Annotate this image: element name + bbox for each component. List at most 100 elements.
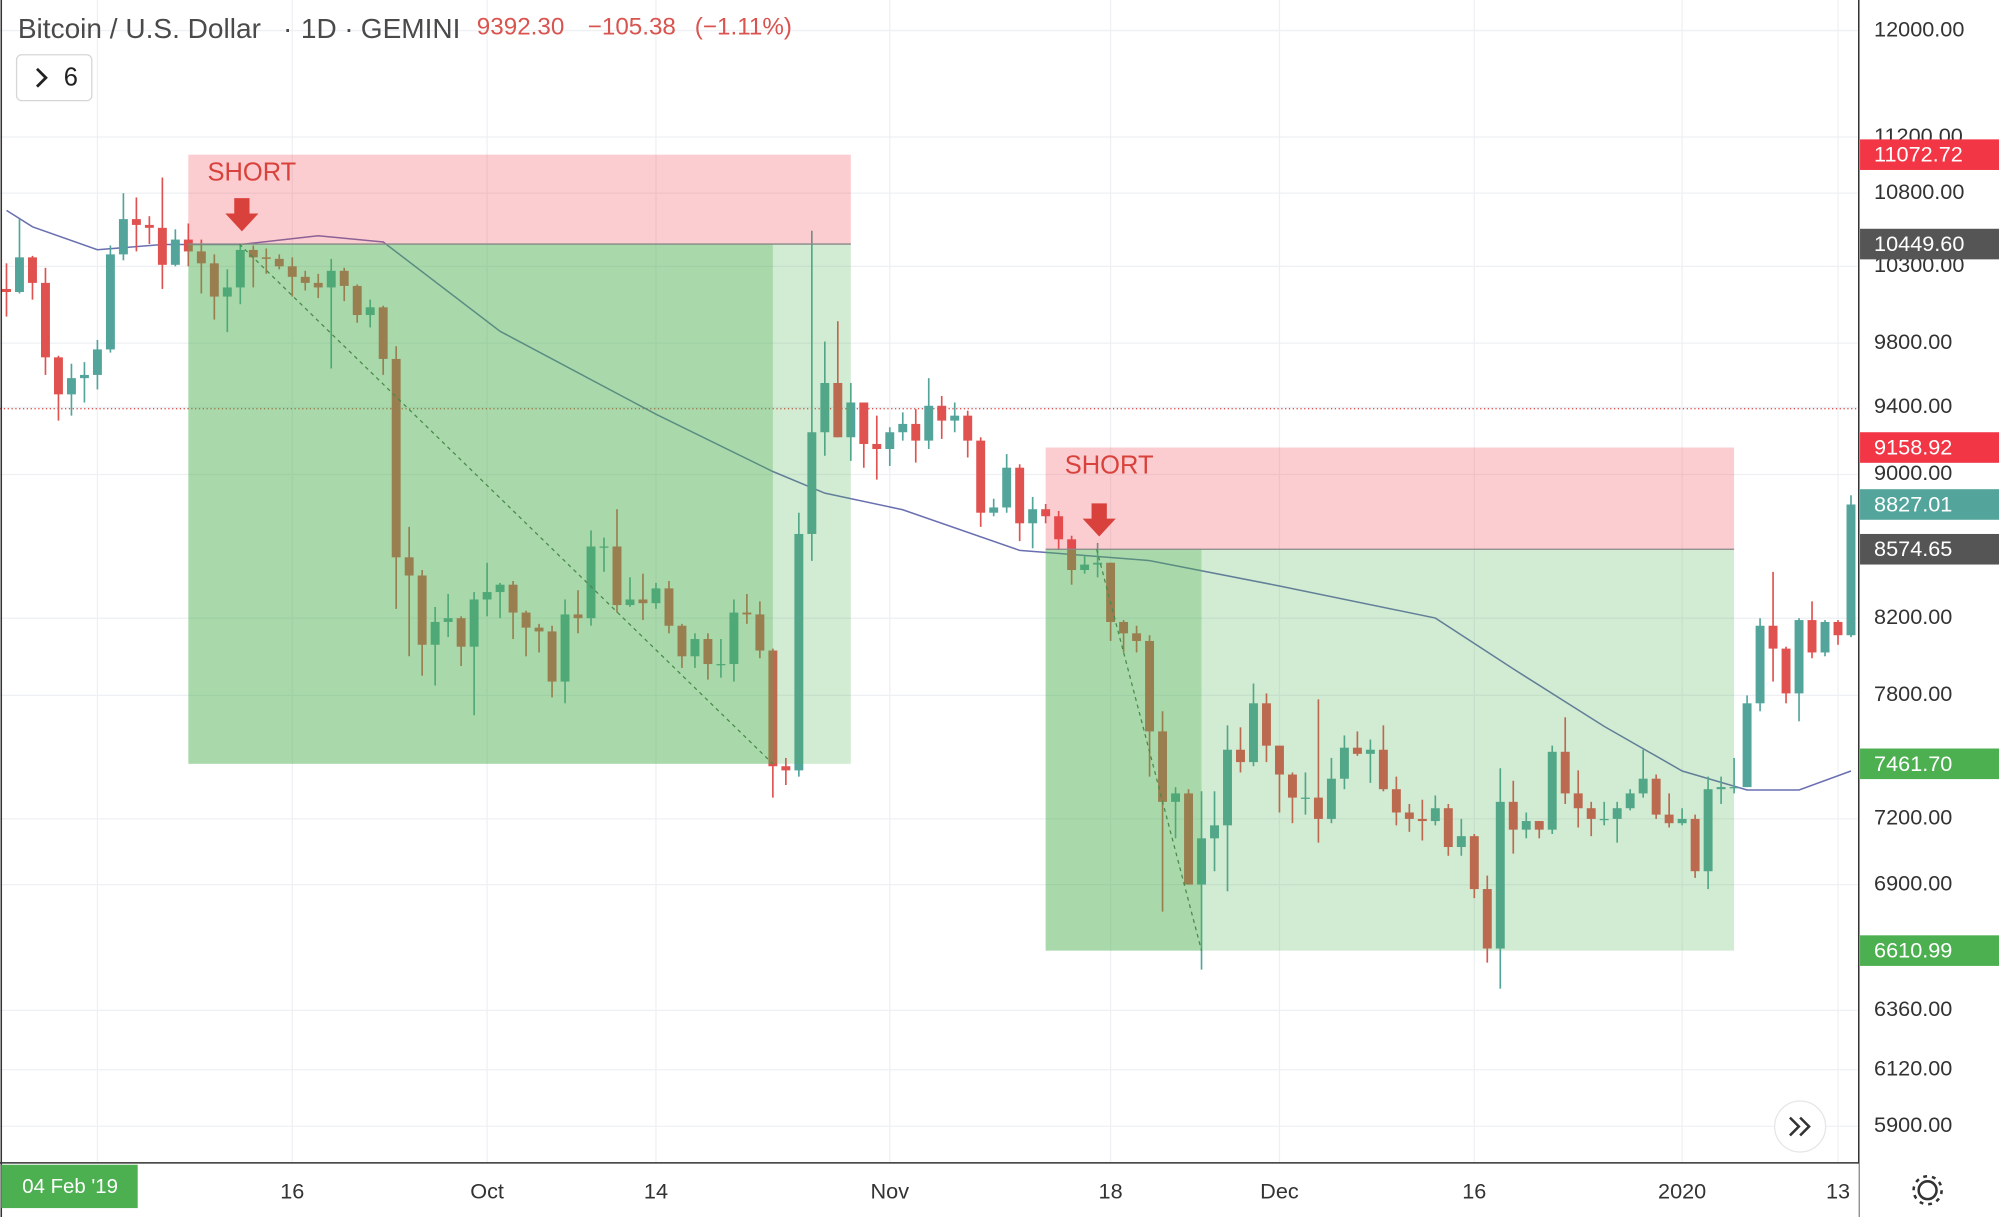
candle-body (1833, 621, 1843, 636)
candle-body (183, 239, 193, 252)
candle-body (15, 257, 24, 292)
time-axis-panel (0, 1163, 1859, 1217)
candle-body (521, 612, 531, 628)
target-zone (1045, 549, 1735, 951)
settings[interactable] (1912, 1174, 1943, 1206)
candle-body (1482, 889, 1492, 949)
candle-body (1132, 633, 1142, 641)
price-tag-label: 6610.99 (1874, 938, 1952, 963)
change: −105.38 (588, 13, 676, 40)
chevron-icon[interactable] (35, 67, 48, 88)
short-arrow (225, 198, 259, 232)
x-tick-label: 14 (644, 1179, 668, 1204)
candle-body (625, 599, 635, 606)
candle-body (677, 625, 687, 657)
cursor-date: 04 Feb '19 (1, 1164, 138, 1209)
gear-icon[interactable] (1917, 1180, 1938, 1201)
candle-body (911, 423, 921, 441)
candle-body (846, 402, 856, 438)
candle-body (1015, 467, 1025, 524)
y-tick-label: 7800.00 (1874, 681, 1952, 706)
candle-body (950, 415, 960, 421)
candle-body (235, 249, 245, 288)
realized-zone (188, 244, 773, 764)
exchange: GEMINI (361, 13, 461, 44)
price-tag (1860, 935, 1999, 966)
y-tick-label: 12000.00 (1874, 16, 1964, 41)
candle-body (1521, 821, 1531, 830)
candle-body (885, 432, 895, 450)
scroll-icon[interactable] (1789, 1116, 1811, 1137)
candle-body (170, 239, 180, 265)
candle-body (287, 266, 297, 277)
candle-body (131, 219, 141, 225)
candle-body (391, 358, 401, 558)
x-tick-label: 16 (280, 1179, 304, 1204)
candle-body (1119, 621, 1129, 634)
candle-body (573, 614, 583, 619)
candle-body (859, 402, 869, 444)
candle-body (1547, 751, 1557, 830)
candle-body (599, 546, 609, 548)
gear-teeth[interactable] (1912, 1174, 1943, 1206)
separator: · (283, 13, 292, 44)
candle-body (703, 639, 713, 665)
candle-body (1093, 562, 1103, 565)
x-tick-label: Oct (470, 1179, 504, 1204)
candle-body (1638, 778, 1648, 794)
y-tick-label: 9800.00 (1874, 329, 1952, 354)
candle-body (66, 378, 76, 395)
trade-path (238, 243, 774, 765)
price-tag-label: 11072.72 (1874, 142, 1963, 167)
scroll-to-realtime[interactable] (1773, 1100, 1827, 1153)
candle-body (1313, 797, 1323, 819)
candle-body (1820, 621, 1830, 653)
position-label: SHORT (1065, 451, 1154, 479)
candle-body (274, 258, 284, 267)
candle-body (742, 612, 752, 615)
candle-body (1586, 808, 1596, 819)
candle-body (1846, 504, 1856, 636)
candle-body (495, 584, 505, 593)
candle-body (1781, 648, 1791, 694)
candle-body (807, 432, 817, 534)
candle-body (1794, 620, 1804, 694)
price: 9392.30 (477, 13, 565, 40)
candle-body (456, 618, 466, 647)
price-tag-label: 10449.60 (1874, 231, 1964, 256)
cursor-date-box (1, 1164, 138, 1209)
y-tick-label: 8200.00 (1874, 604, 1952, 629)
button-frame[interactable] (15, 54, 93, 102)
realized-zone (1045, 549, 1202, 951)
price-tag-label: 7461.70 (1874, 751, 1952, 776)
trade-path (1096, 549, 1203, 951)
y-tick-label: 6120.00 (1874, 1055, 1952, 1080)
candle-body (755, 614, 765, 651)
candle-body (1002, 467, 1012, 508)
price-tag-label: 8827.01 (1874, 491, 1952, 516)
indicators-button[interactable]: 6 (15, 54, 93, 102)
price-tag (1860, 533, 1999, 565)
candle-body (1469, 836, 1479, 890)
symbol: Bitcoin / U.S. Dollar (18, 13, 261, 44)
candle-body (1404, 812, 1414, 819)
candle-body (1352, 747, 1362, 754)
candle-body (508, 584, 518, 613)
candle-body (404, 557, 414, 576)
candle-body (1742, 703, 1752, 788)
price-tag-label: 8574.65 (1874, 536, 1952, 561)
y-tick-label: 9000.00 (1874, 460, 1952, 485)
price-tag (1860, 432, 1999, 463)
candle-body (690, 639, 700, 657)
candle-body (2, 288, 11, 292)
candle-body (339, 270, 349, 286)
indicator-count[interactable]: 6 (64, 64, 78, 92)
candle-body (157, 227, 167, 265)
candle-body (53, 357, 63, 395)
candle-body (1223, 749, 1232, 826)
candle-body (1534, 821, 1544, 830)
candle-body (1300, 797, 1310, 799)
candle-body (664, 588, 674, 626)
